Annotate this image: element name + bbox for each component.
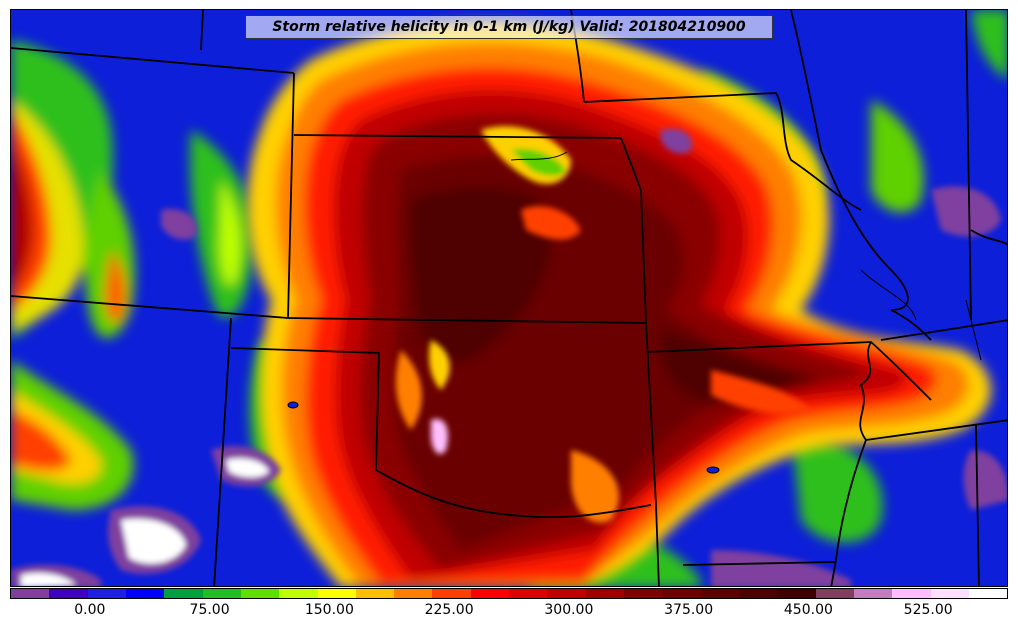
colorbar-segment: [968, 589, 1008, 598]
colorbar-segment: [202, 589, 241, 598]
colorbar-segment: [240, 589, 280, 598]
colorbar-segment: [930, 589, 969, 598]
colorbar-tick-label: 150.00: [304, 602, 354, 618]
colorbar-segment: [125, 589, 165, 598]
colorbar-segment: [892, 589, 931, 598]
colorbar-tick-label: 375.00: [664, 602, 714, 618]
helicity-field: [11, 10, 1007, 586]
colorbar-tick-label: 300.00: [544, 602, 594, 618]
colorbar-segment: [700, 589, 739, 598]
colorbar-segment: [662, 589, 701, 598]
colorbar-segment: [279, 589, 318, 598]
colorbar-segment: [49, 589, 88, 598]
colorbar-segment: [470, 589, 510, 598]
helicity-map: [10, 9, 1008, 587]
lake-outlines: [287, 401, 720, 474]
colorbar-segment: [432, 589, 471, 598]
colorbar-segment: [317, 589, 356, 598]
colorbar-tick-label: 75.00: [189, 602, 230, 618]
colorbar-segment: [11, 589, 50, 598]
colorbar-tick-label: 0.00: [74, 602, 106, 618]
colorbar-segment: [394, 589, 433, 598]
map-title-box: Storm relative helicity in 0-1 km (J/kg)…: [245, 15, 773, 39]
colorbar-segment: [853, 589, 893, 598]
colorbar-segment: [777, 589, 816, 598]
colorbar-segment: [509, 589, 548, 598]
colorbar-segment: [355, 589, 395, 598]
colorbar-tick-label: 450.00: [783, 602, 833, 618]
colorbar-segment: [87, 589, 126, 598]
colorbar-segment: [624, 589, 663, 598]
colorbar-segment: [738, 589, 778, 598]
colorbar-segment: [164, 589, 203, 598]
colorbar-tick-label: 525.00: [903, 602, 953, 618]
colorbar: [10, 588, 1008, 599]
colorbar-tick-labels: 0.00 75.00 150.00 225.00 300.00 375.00 450.00 5…: [0, 602, 1018, 622]
colorbar-segment: [585, 589, 624, 598]
colorbar-tick-label: 225.00: [424, 602, 474, 618]
state-boundaries: [11, 10, 1007, 586]
colorbar-segment: [815, 589, 854, 598]
colorbar-segment: [547, 589, 586, 598]
river-lines: [510, 151, 982, 361]
map-title: Storm relative helicity in 0-1 km (J/kg)…: [272, 19, 746, 35]
